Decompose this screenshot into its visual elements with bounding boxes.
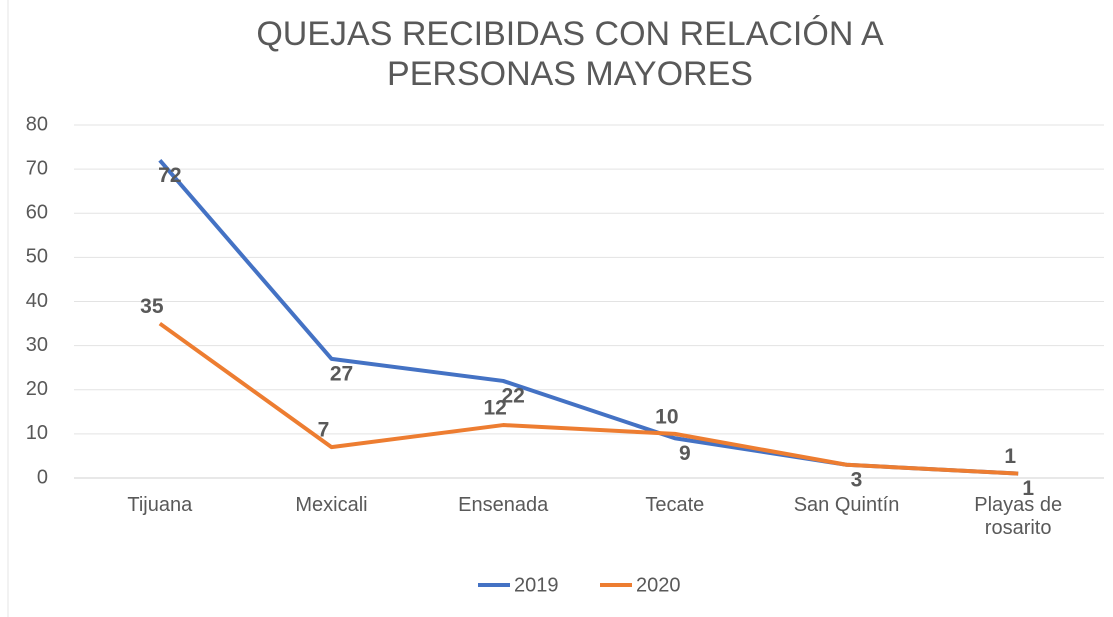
data-label: 27 bbox=[330, 362, 353, 385]
y-tick-label: 80 bbox=[26, 113, 48, 135]
legend-label: 2020 bbox=[636, 574, 681, 596]
data-label: 10 bbox=[655, 405, 678, 428]
x-tick-label: Tijuana bbox=[127, 494, 193, 516]
x-tick-label: Mexicali bbox=[295, 494, 368, 516]
y-tick-label: 30 bbox=[26, 334, 48, 356]
data-label: 1 bbox=[1022, 477, 1034, 500]
x-tick-label: San Quintín bbox=[793, 494, 900, 516]
x-tick-label: Ensenada bbox=[458, 494, 549, 516]
data-label: 12 bbox=[483, 397, 506, 420]
series-line bbox=[158, 158, 1019, 476]
y-tick-label: 70 bbox=[26, 157, 48, 179]
y-tick-label: 60 bbox=[26, 202, 48, 224]
data-label: 72 bbox=[158, 164, 181, 187]
y-tick-label: 10 bbox=[26, 422, 48, 444]
data-label: 1 bbox=[1004, 445, 1016, 468]
y-tick-label: 40 bbox=[26, 290, 48, 312]
legend-label: 2019 bbox=[514, 574, 559, 596]
data-label: 7 bbox=[318, 419, 330, 442]
chart-title: QUEJAS RECIBIDAS CON RELACIÓN A PERSONAS… bbox=[256, 15, 884, 93]
series-line bbox=[158, 321, 1019, 476]
x-tick-label: Playas de rosarito bbox=[974, 494, 1063, 539]
x-tick-label: Tecate bbox=[645, 494, 705, 516]
y-tick-label: 50 bbox=[26, 246, 48, 268]
data-label: 9 bbox=[679, 442, 691, 465]
data-label: 35 bbox=[140, 295, 164, 318]
data-label: 3 bbox=[851, 468, 863, 491]
y-tick-label: 0 bbox=[37, 466, 48, 488]
data-label: 22 bbox=[501, 384, 524, 407]
y-tick-label: 20 bbox=[26, 378, 48, 400]
